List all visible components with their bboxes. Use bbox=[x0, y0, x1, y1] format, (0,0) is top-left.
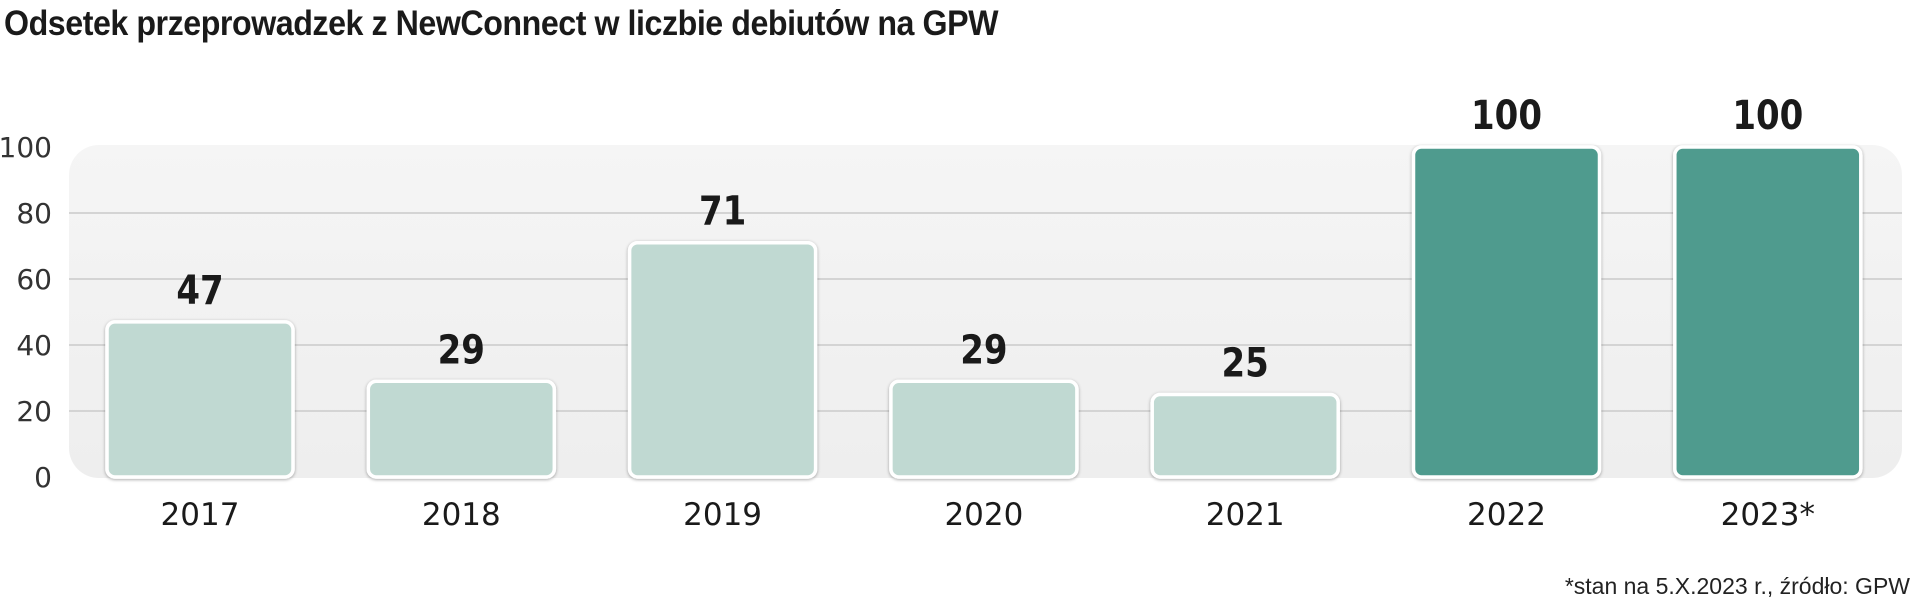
x-tick-label: 2017 bbox=[161, 497, 240, 533]
data-label: 100 bbox=[1732, 92, 1803, 138]
data-label: 47 bbox=[176, 267, 223, 313]
bar bbox=[889, 379, 1079, 479]
bar bbox=[1150, 392, 1340, 479]
chart-title: Odsetek przeprowadzek z NewConnect w lic… bbox=[4, 4, 999, 43]
bar-group: 100 2023* bbox=[1673, 92, 1863, 533]
y-tick-label: 20 bbox=[16, 395, 52, 428]
data-label: 29 bbox=[438, 327, 485, 373]
bar-group: 47 2017 bbox=[105, 267, 295, 533]
x-tick-label: 2019 bbox=[683, 497, 762, 533]
y-tick-label: 80 bbox=[16, 197, 52, 230]
bar bbox=[366, 379, 557, 479]
bar-group: 25 2021 bbox=[1150, 340, 1340, 533]
y-tick-label: 0 bbox=[34, 461, 52, 494]
x-tick-label: 2020 bbox=[944, 497, 1023, 533]
bar bbox=[105, 320, 295, 479]
bar-group: 71 2019 bbox=[627, 188, 818, 533]
x-tick-label: 2022 bbox=[1467, 497, 1546, 533]
bar bbox=[627, 240, 818, 479]
x-tick-label: 2021 bbox=[1206, 497, 1285, 533]
bar-group: 29 2018 bbox=[366, 327, 557, 533]
data-label: 25 bbox=[1222, 340, 1269, 386]
bar-group: 29 2020 bbox=[889, 327, 1079, 533]
data-label: 29 bbox=[960, 327, 1007, 373]
bar bbox=[1673, 145, 1863, 479]
x-tick-label: 2023* bbox=[1721, 497, 1815, 533]
y-tick-label: 100 bbox=[0, 131, 52, 164]
data-label: 100 bbox=[1471, 92, 1542, 138]
y-tick-label: 60 bbox=[16, 263, 52, 296]
bar-group: 100 2022 bbox=[1411, 92, 1602, 533]
bar bbox=[1411, 145, 1602, 479]
data-label: 71 bbox=[699, 188, 746, 234]
footnote: *stan na 5.X.2023 r., źródło: GPW bbox=[1564, 573, 1910, 599]
y-tick-label: 40 bbox=[16, 329, 52, 362]
x-tick-label: 2018 bbox=[422, 497, 501, 533]
